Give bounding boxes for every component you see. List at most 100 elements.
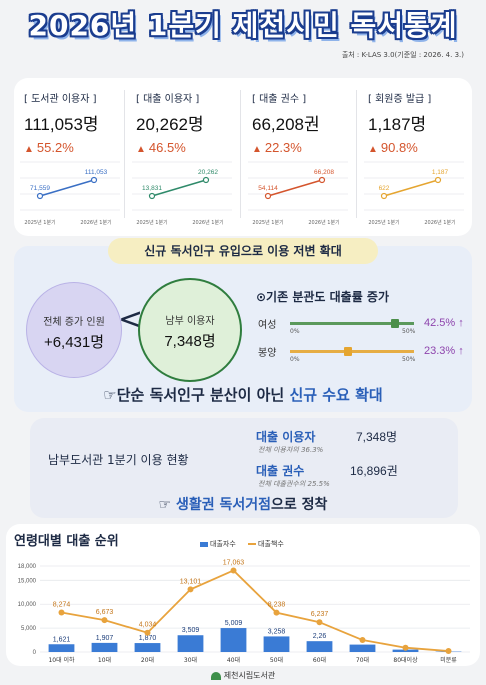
bar-tick-end: 50% (402, 328, 416, 335)
trend-point-prev (148, 192, 156, 200)
footer: 제천시립도서관 (0, 670, 486, 681)
trend-point-curr (318, 176, 326, 184)
trend-point-prev (380, 192, 388, 200)
stat-change: ▲ 46.5% (136, 140, 186, 155)
stat-block: [ 대출 이용자 ] 20,262명 ▲ 46.5% 13,831 20,262 2025년… (128, 82, 236, 232)
south-row2-value: 16,896권 (350, 464, 398, 478)
page-title: 2026년 1분기 제천시민 독서통계 (28, 9, 458, 42)
legend-label: 대출책수 (258, 540, 284, 548)
trend-point-curr (434, 176, 442, 184)
period-label-prev: 2025년 1분기 (136, 219, 167, 226)
stat-block: [ 대출 권수 ] 66,208권 ▲ 22.3% 54,114 66,208 2025년 … (244, 82, 352, 232)
stat-block: [ 도서관 이용자 ] 111,053명 ▲ 55.2% 71,559 111,053 20… (16, 82, 124, 232)
period-label-curr: 2026년 1분기 (308, 219, 339, 226)
trend-label-prev: 54,114 (258, 185, 278, 192)
trend-point-curr (202, 176, 210, 184)
trend-point-prev (36, 192, 44, 200)
source-note: 출처 : K-LAS 3.0(기준일 : 2026. 4. 3.) (341, 51, 464, 59)
period-label-curr: 2026년 1분기 (80, 219, 111, 226)
stat-change-value: 22.3% (264, 140, 302, 155)
trend-label-curr: 1,187 (432, 169, 449, 176)
bar-label: 봉양 (258, 348, 277, 359)
trend-label-prev: 13,831 (142, 185, 162, 192)
divider (356, 90, 357, 218)
divider (240, 90, 241, 218)
south-row2-sub: 전체 대출권수의 25.5% (258, 480, 330, 488)
stat-trend-chart: 13,831 20,262 2025년 1분기 2026년 1분기 (132, 161, 232, 226)
stat-change: ▲ 55.2% (24, 140, 74, 155)
circle2-value: 7,348명 (164, 333, 216, 350)
stat-value: 111,053명 (24, 115, 99, 134)
distribution-title: ⊙기존 분관도 대출률 증가 (256, 290, 389, 304)
bar-percent: 23.3% ↑ (424, 345, 464, 357)
period-label-prev: 2025년 1분기 (252, 219, 283, 226)
trend-label-curr: 20,262 (198, 169, 218, 176)
stat-value: 66,208권 (252, 115, 320, 134)
section2-banner: 신규 독서인구 유입으로 이용 저변 확대 (108, 238, 378, 264)
bar-track (290, 322, 414, 325)
slogan2-highlight: 생활권 독서거점 (175, 497, 272, 513)
south-row1-value: 7,348명 (356, 430, 398, 444)
bar-marker (391, 319, 400, 328)
divider (124, 90, 125, 218)
stat-change: ▲ 22.3% (252, 140, 302, 155)
section3-slogan: ☞ 생활권 독서거점으로 정착 (0, 494, 486, 514)
trend-line (39, 179, 95, 197)
trend-point-prev (264, 192, 272, 200)
stat-label: [ 대출 이용자 ] (136, 94, 200, 105)
period-label-prev: 2025년 1분기 (24, 219, 55, 226)
slogan2-text: 으로 정착 (271, 497, 328, 513)
trend-label-curr: 66,208 (314, 169, 334, 176)
stat-trend-chart: 622 1,187 2025년 1분기 2026년 1분기 (364, 161, 464, 226)
period-label-prev: 2025년 1분기 (368, 219, 399, 226)
up-triangle-icon: ▲ (136, 144, 146, 155)
total-increase-circle: 전체 증가 인원 +6,431명 (26, 282, 122, 378)
trend-label-prev: 622 (379, 185, 390, 192)
bar-tick-end: 50% (402, 356, 416, 363)
trend-line (267, 179, 323, 197)
slogan2-icon: ☞ (158, 497, 176, 513)
stat-value: 20,262명 (136, 115, 204, 134)
circle1-value: +6,431명 (43, 334, 105, 351)
up-triangle-icon: ▲ (252, 144, 262, 155)
period-label-curr: 2026년 1분기 (192, 219, 223, 226)
stat-label: [ 도서관 이용자 ] (24, 94, 97, 105)
stat-change-value: 46.5% (148, 140, 186, 155)
stat-change-value: 55.2% (36, 140, 74, 155)
south-row1-label: 대출 이용자 (256, 430, 316, 444)
slogan-text: ☞단순 독서인구 분산이 아닌 (103, 386, 290, 404)
up-triangle-icon: ▲ (368, 144, 378, 155)
south-row1-sub: 전체 이용자의 36.3% (258, 446, 324, 454)
trend-line (383, 179, 439, 197)
library-logo-icon (210, 671, 221, 680)
south-row2-label: 대출 권수 (256, 464, 305, 478)
south-library-title: 남부도서관 1분기 이용 현황 (48, 453, 189, 467)
legend-item-borrowers: 대출자수 (200, 539, 236, 549)
section3-card (30, 418, 458, 518)
footer-org: 제천시립도서관 (223, 671, 276, 680)
stat-value: 1,187명 (368, 115, 427, 134)
bar-tick-start: 0% (290, 328, 300, 335)
bar-track (290, 350, 414, 353)
stat-trend-chart: 71,559 111,053 2025년 1분기 2026년 1분기 (20, 161, 120, 226)
legend-item-books: 대출책수 (248, 539, 284, 549)
bar-tick-start: 0% (290, 356, 300, 363)
south-users-circle: 남부 이용자 7,348명 (138, 278, 242, 382)
stat-label: [ 대출 권수 ] (252, 94, 307, 105)
legend-label: 대출자수 (210, 540, 236, 548)
section2-slogan: ☞단순 독서인구 분산이 아닌 신규 수요 확대 (0, 384, 486, 405)
stat-label: [ 회원증 발급 ] (368, 94, 432, 105)
circle2-label: 남부 이용자 (165, 316, 215, 327)
chart-title: 연령대별 대출 순위 (14, 534, 119, 549)
circle1-label: 전체 증가 인원 (43, 317, 105, 328)
trend-label-prev: 71,559 (30, 185, 50, 192)
bar-marker (343, 347, 352, 356)
bar-percent: 42.5% ↑ (424, 317, 464, 329)
trend-point-curr (90, 176, 98, 184)
trend-line (151, 179, 207, 197)
slogan-highlight: 신규 수요 확대 (289, 386, 383, 404)
period-label-curr: 2026년 1분기 (424, 219, 455, 226)
bar-label: 여성 (258, 320, 277, 331)
up-triangle-icon: ▲ (24, 144, 34, 155)
